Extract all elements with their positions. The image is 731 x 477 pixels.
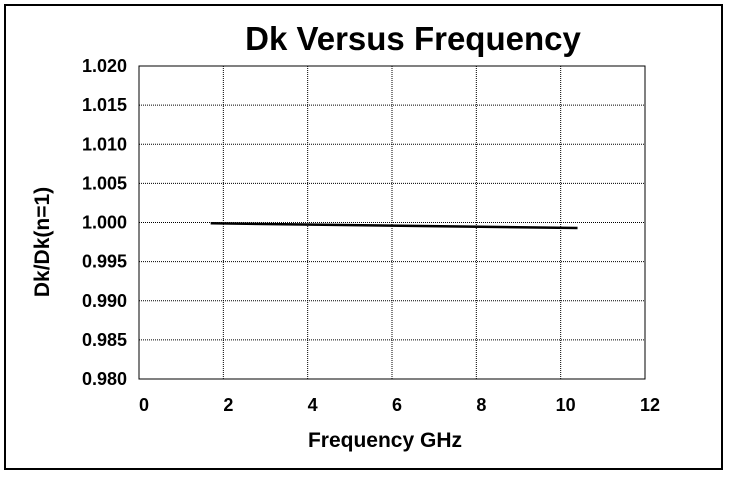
x-axis-label: Frequency GHz [308,429,462,452]
y-tick-label: 1.020 [82,56,127,76]
x-tick-label: 8 [476,395,486,415]
y-tick-label: 0.985 [82,330,127,350]
grid-lines [139,66,645,379]
y-axis-label: Dk/Dk(n=1) [31,187,54,297]
y-tick-label: 0.980 [82,369,127,389]
y-tick-label: 0.990 [82,291,127,311]
x-tick-label: 0 [139,395,149,415]
plot-area [138,65,646,380]
y-tick-label: 1.015 [82,95,127,115]
y-axis-ticks: 0.980 0.985 0.990 0.995 1.000 1.005 1.010 1.015… [82,56,127,389]
y-tick-label: 1.005 [82,173,127,193]
series-layer [210,222,578,230]
x-tick-label: 10 [556,395,576,415]
x-tick-label: 4 [308,395,318,415]
y-tick-label: 1.010 [82,134,127,154]
chart-frame [4,4,723,470]
series-line-0 [210,222,578,230]
y-tick-label: 0.995 [82,252,127,272]
chart-title: Dk Versus Frequency [245,20,581,57]
x-tick-label: 2 [223,395,233,415]
y-tick-label: 1.000 [82,213,127,233]
x-axis-ticks: 0 2 4 6 8 10 12 [139,395,660,415]
x-tick-label: 12 [640,395,660,415]
x-tick-label: 6 [392,395,402,415]
